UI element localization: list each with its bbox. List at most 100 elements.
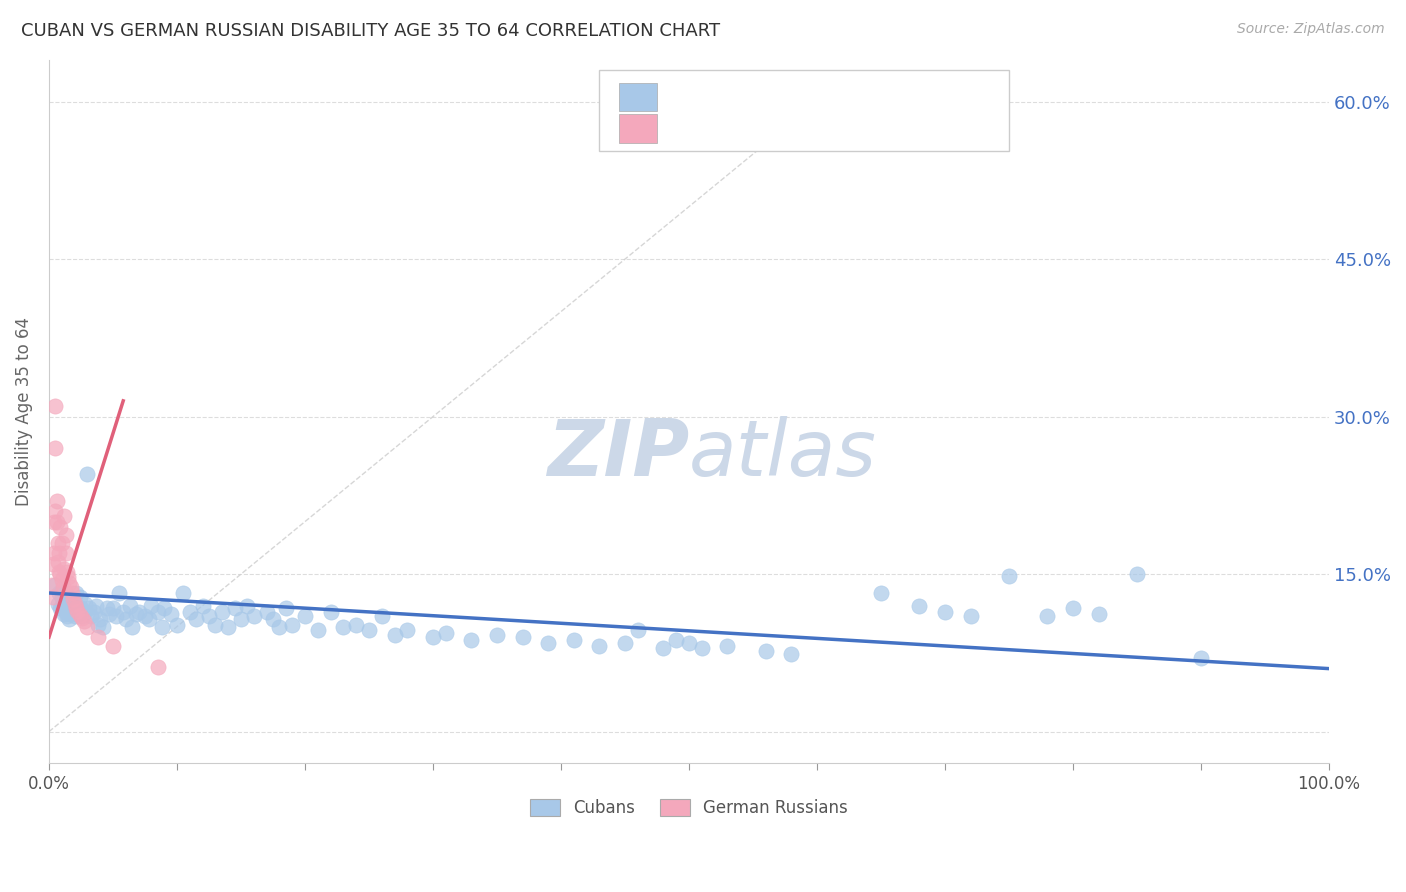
Text: N =: N = — [804, 114, 844, 132]
Point — [77, 600, 100, 615]
Text: N =: N = — [804, 82, 844, 100]
Point — [294, 609, 316, 624]
Point — [67, 607, 90, 621]
Point — [627, 623, 650, 637]
Point — [63, 597, 86, 611]
Point — [56, 600, 79, 615]
Point — [262, 612, 284, 626]
Point — [384, 628, 406, 642]
Point — [60, 605, 83, 619]
Point — [51, 574, 73, 588]
Point — [60, 597, 83, 611]
Point — [204, 617, 226, 632]
Point — [422, 630, 444, 644]
Point — [59, 607, 82, 621]
Point — [1036, 609, 1059, 624]
Point — [172, 586, 194, 600]
Point — [52, 580, 75, 594]
Point — [332, 619, 354, 633]
Point — [66, 599, 89, 613]
Point — [42, 557, 65, 571]
Point — [56, 565, 79, 579]
Point — [716, 639, 738, 653]
Point — [51, 599, 73, 613]
Point — [41, 577, 63, 591]
Legend: Cubans, German Russians: Cubans, German Russians — [522, 790, 856, 825]
Text: -0.311: -0.311 — [718, 82, 783, 100]
Point — [319, 605, 342, 619]
Point — [125, 607, 148, 621]
Point — [65, 600, 87, 615]
Point — [59, 580, 82, 594]
Point — [56, 609, 79, 624]
Point — [104, 609, 127, 624]
Point — [46, 555, 69, 569]
Point — [112, 605, 135, 619]
Point — [108, 586, 131, 600]
Point — [141, 599, 163, 613]
Point — [66, 604, 89, 618]
Point — [48, 546, 70, 560]
Point — [908, 599, 931, 613]
Point — [96, 600, 118, 615]
FancyBboxPatch shape — [599, 70, 1010, 151]
Point — [65, 586, 87, 600]
Text: CUBAN VS GERMAN RUSSIAN DISABILITY AGE 35 TO 64 CORRELATION CHART: CUBAN VS GERMAN RUSSIAN DISABILITY AGE 3… — [21, 22, 720, 40]
Point — [150, 619, 173, 633]
Point — [55, 586, 77, 600]
Point — [485, 628, 508, 642]
Point — [934, 605, 956, 619]
Point — [89, 612, 111, 626]
Point — [690, 640, 713, 655]
Point — [70, 600, 93, 615]
Point — [86, 599, 108, 613]
Point — [91, 619, 114, 633]
Point — [134, 609, 156, 624]
Point — [49, 600, 72, 615]
Point — [512, 630, 534, 644]
Point — [86, 630, 108, 644]
Point — [537, 636, 560, 650]
Point — [146, 659, 169, 673]
Point — [83, 605, 105, 619]
Point — [62, 592, 84, 607]
Point — [755, 644, 778, 658]
Point — [42, 591, 65, 605]
Point — [49, 567, 72, 582]
Point — [307, 623, 329, 637]
Point — [98, 607, 121, 621]
Point — [118, 599, 141, 613]
Point — [128, 605, 150, 619]
Point — [1126, 567, 1149, 582]
Point — [186, 612, 208, 626]
Point — [211, 605, 233, 619]
Point — [153, 600, 176, 615]
Point — [69, 591, 91, 605]
Point — [224, 600, 246, 615]
Point — [229, 612, 252, 626]
Point — [86, 617, 108, 632]
Point — [242, 609, 264, 624]
Text: 0.493: 0.493 — [718, 114, 782, 132]
Y-axis label: Disability Age 35 to 64: Disability Age 35 to 64 — [15, 317, 32, 506]
Text: 108: 108 — [855, 82, 893, 100]
Point — [1189, 651, 1212, 665]
Point — [63, 609, 86, 624]
Point — [76, 467, 98, 482]
Point — [53, 607, 76, 621]
Point — [58, 612, 80, 626]
Point — [166, 617, 188, 632]
Point — [138, 612, 160, 626]
Text: 39: 39 — [855, 114, 887, 132]
Point — [52, 593, 75, 607]
Point — [58, 575, 80, 590]
Point — [48, 586, 70, 600]
Point — [665, 633, 688, 648]
Point — [62, 600, 84, 615]
Point — [191, 599, 214, 613]
Point — [101, 639, 124, 653]
Point — [588, 639, 610, 653]
Point — [236, 599, 259, 613]
Point — [198, 609, 221, 624]
Point — [51, 535, 73, 549]
